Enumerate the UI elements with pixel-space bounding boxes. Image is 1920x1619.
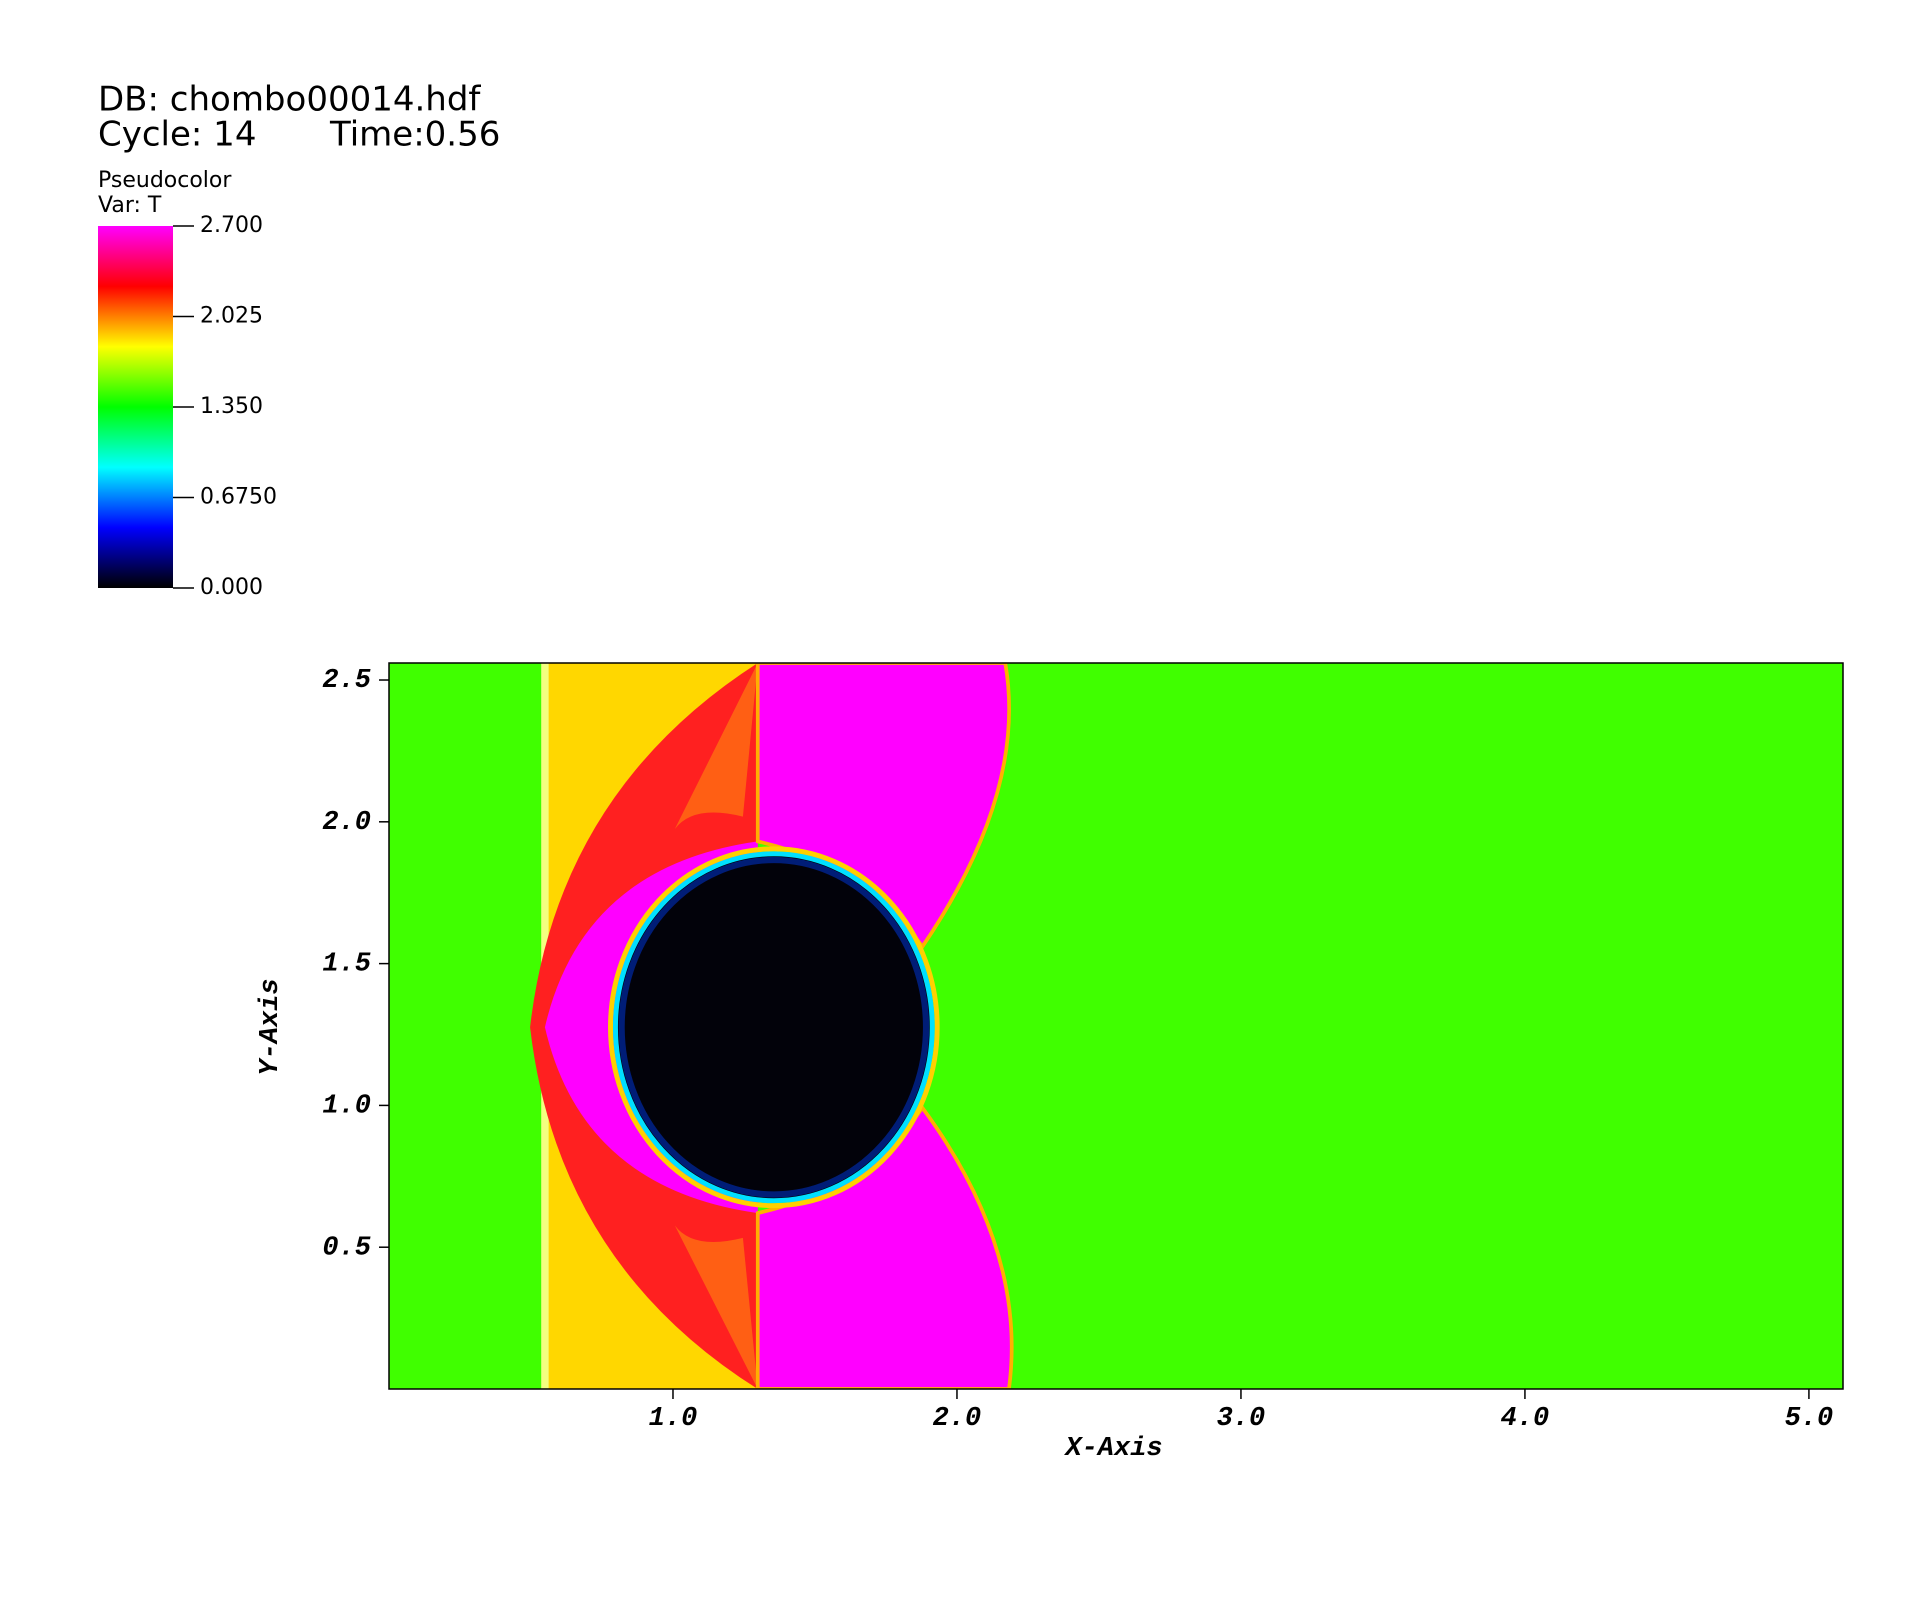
y-tick-label: 1.0 xyxy=(322,1092,371,1122)
y-axis-label: Y-Axis xyxy=(256,978,286,1075)
y-tick-label: 2.5 xyxy=(322,666,371,696)
x-tick-label: 4.0 xyxy=(1501,1404,1550,1434)
plot-frame xyxy=(388,662,1844,1390)
y-tick-label: 0.5 xyxy=(322,1233,371,1263)
y-tick-label: 2.0 xyxy=(322,808,371,838)
x-tick-label: 3.0 xyxy=(1217,1404,1266,1434)
cycle-label: Cycle: 14 xyxy=(98,115,256,155)
x-tick-label: 1.0 xyxy=(649,1404,698,1434)
colorbar-tick-label: 0.6750 xyxy=(200,485,277,510)
x-tick-label: 5.0 xyxy=(1785,1404,1834,1434)
colorbar-tick-label: 2.025 xyxy=(200,304,263,329)
x-axis-label: X-Axis xyxy=(1063,1434,1162,1464)
time-label: Time:0.56 xyxy=(329,115,500,155)
y-tick-label: 1.5 xyxy=(322,950,371,980)
var-name: Var: T xyxy=(98,193,162,218)
x-tick-label: 2.0 xyxy=(933,1404,982,1434)
colorbar xyxy=(98,226,173,588)
field xyxy=(389,663,1843,1389)
colorbar-tick-label: 2.700 xyxy=(200,213,263,238)
colorbar-tick-label: 0.000 xyxy=(200,575,263,600)
colorbar-tick-label: 1.350 xyxy=(200,394,263,419)
db-label: DB: chombo00014.hdf xyxy=(98,80,481,120)
plot-name: Pseudocolor xyxy=(98,168,232,193)
